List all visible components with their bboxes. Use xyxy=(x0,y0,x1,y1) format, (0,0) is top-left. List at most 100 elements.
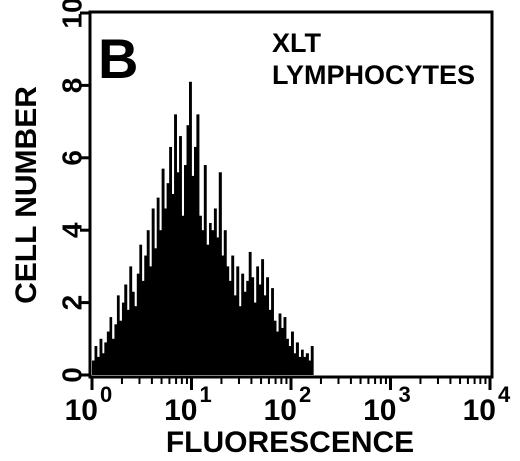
histogram-bar xyxy=(295,342,299,375)
histogram-bar xyxy=(161,168,165,375)
histogram-bars xyxy=(92,81,314,376)
histogram-bar xyxy=(231,255,235,375)
histogram-bar xyxy=(179,136,182,375)
histogram-bar xyxy=(136,273,140,375)
histogram-bar xyxy=(228,280,232,375)
histogram-bar xyxy=(241,273,245,375)
histogram-bar xyxy=(194,146,197,375)
x-tick-label-exponent: 0 xyxy=(100,382,112,407)
histogram-bar xyxy=(243,291,247,375)
histogram-bar xyxy=(238,306,242,375)
histogram-bar xyxy=(246,280,250,375)
histogram-bar xyxy=(134,306,138,375)
histogram-bar xyxy=(181,215,185,375)
histogram-bar xyxy=(171,194,175,375)
x-tick-label-base: 10 xyxy=(463,394,496,427)
histogram-bar xyxy=(124,284,128,375)
histogram-bar xyxy=(268,309,272,375)
x-tick-label-exponent: 2 xyxy=(299,382,311,407)
histogram-bar xyxy=(223,230,227,375)
histogram-bar xyxy=(281,327,284,375)
x-tick-label-base: 10 xyxy=(164,394,197,427)
histogram-bar xyxy=(288,346,292,375)
histogram-bar xyxy=(271,288,274,375)
histogram-bar xyxy=(129,266,133,375)
histogram-bar xyxy=(164,208,167,375)
histogram-bar xyxy=(116,295,120,375)
histogram-bar xyxy=(298,356,302,375)
histogram-bar xyxy=(146,230,150,375)
y-tick-label: 8 xyxy=(56,78,87,94)
histogram-bar xyxy=(276,331,279,375)
histogram-bar xyxy=(109,317,113,375)
histogram-bar xyxy=(151,208,155,375)
histogram-bar xyxy=(291,331,294,375)
histogram-bar xyxy=(166,183,170,375)
histogram-bar xyxy=(258,284,262,375)
histogram-bar xyxy=(184,165,187,375)
annotation-line-2: LYMPHOCYTES xyxy=(272,60,475,90)
x-tick-label-exponent: 1 xyxy=(200,382,212,407)
x-tick-label-base: 10 xyxy=(65,394,98,427)
histogram-bar xyxy=(121,302,125,375)
histogram-bar xyxy=(104,342,108,375)
histogram-bar xyxy=(189,81,192,375)
histogram-bar xyxy=(174,114,177,376)
histogram-bar xyxy=(106,331,110,375)
histogram-bar xyxy=(283,317,287,375)
histogram-bar xyxy=(131,291,135,375)
histogram-bar xyxy=(159,230,163,375)
y-tick-label: 2 xyxy=(56,295,87,311)
histogram-bar xyxy=(141,280,145,375)
x-axis-label: FLUORESCENCE xyxy=(166,426,414,459)
histogram-bar xyxy=(310,346,314,375)
histogram-bar xyxy=(300,349,304,375)
histogram-bar xyxy=(286,338,289,375)
histogram-bar xyxy=(201,230,205,375)
histogram-bar xyxy=(263,295,267,375)
histogram-bar xyxy=(111,338,115,375)
histogram-bar xyxy=(139,244,143,375)
histogram-bar xyxy=(305,353,309,375)
histogram-bar xyxy=(213,208,217,375)
y-tick-label: 4 xyxy=(56,222,87,238)
histogram-bar xyxy=(308,360,312,375)
histogram-bar xyxy=(114,324,118,375)
y-tick-label: 0 xyxy=(56,367,87,383)
x-axis-ticks: 10 0 10 1 10 2 10 3 10 4 xyxy=(65,377,511,427)
x-tick-label-exponent: 3 xyxy=(399,382,411,407)
histogram-bar xyxy=(278,313,282,375)
histogram-bar xyxy=(226,266,230,375)
histogram-bar xyxy=(144,255,148,375)
x-tick-label-base: 10 xyxy=(363,394,396,427)
histogram-bar xyxy=(261,259,265,375)
histogram-bar xyxy=(221,255,225,375)
histogram-bar xyxy=(154,248,158,375)
histogram-bar xyxy=(203,165,207,375)
annotation-line-1: XLT xyxy=(272,28,321,58)
x-tick-label-exponent: 4 xyxy=(498,382,511,407)
histogram-bar xyxy=(92,360,95,375)
histogram-bar xyxy=(196,114,200,376)
histogram-bar xyxy=(209,222,212,375)
histogram-bar xyxy=(233,295,237,375)
y-axis-ticks: 0 2 4 6 8 10 xyxy=(56,0,90,383)
histogram-bar xyxy=(156,197,160,375)
histogram-bar xyxy=(126,309,130,375)
histogram-bar xyxy=(199,215,202,375)
histogram-bar xyxy=(94,346,98,375)
y-tick-label: 6 xyxy=(56,150,87,166)
x-tick-label-base: 10 xyxy=(264,394,297,427)
histogram-bar xyxy=(96,356,100,375)
histogram-bar xyxy=(149,266,153,375)
histogram-bar xyxy=(119,320,123,375)
y-tick-label: 10 xyxy=(56,0,87,29)
histogram-bar xyxy=(303,356,307,375)
histogram-bar xyxy=(293,353,297,375)
histogram-bar xyxy=(176,172,180,375)
histogram-bar xyxy=(256,266,260,375)
histogram-bar xyxy=(186,125,190,375)
histogram-bar xyxy=(99,338,103,375)
histogram-bar xyxy=(216,237,220,375)
